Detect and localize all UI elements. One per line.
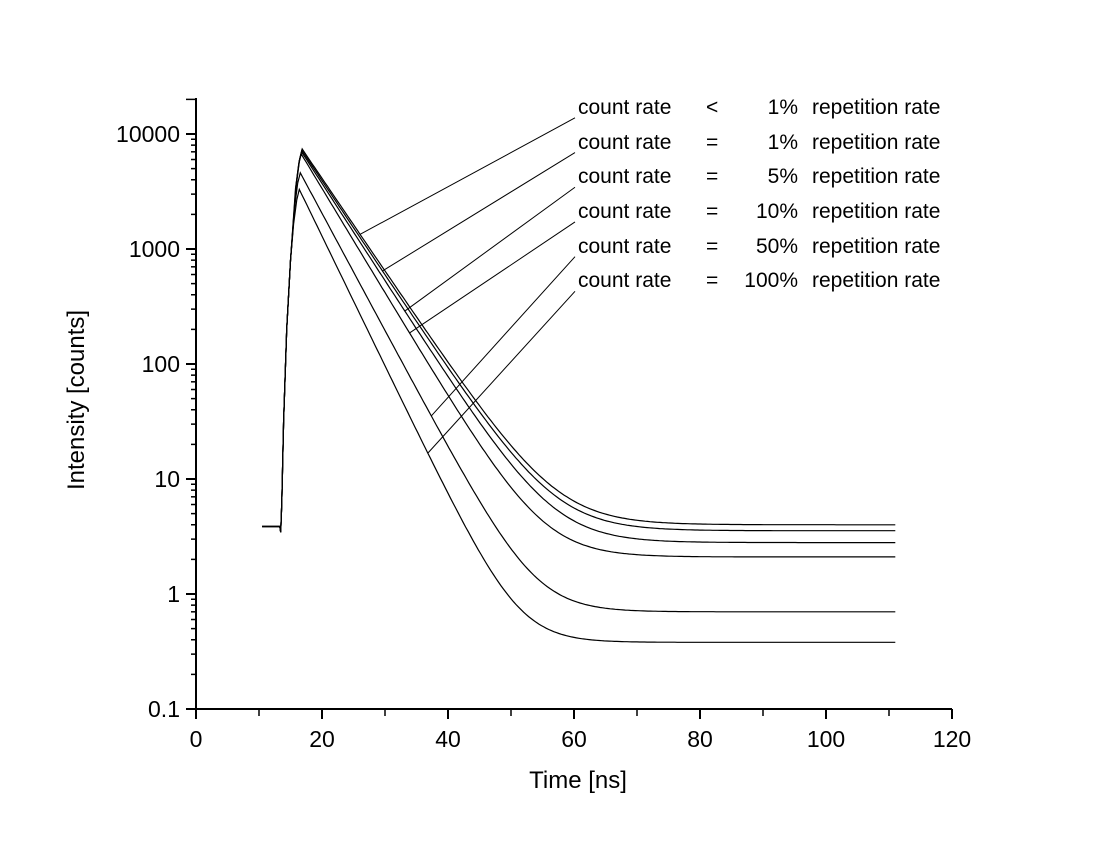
- leader-line-5: [430, 256, 576, 417]
- x-tick-label: 100: [807, 726, 845, 752]
- series-curve-6: [262, 187, 896, 643]
- y-tick-label: 10000: [116, 121, 180, 147]
- leader-line-1: [359, 117, 576, 235]
- legend-operator: =: [706, 130, 719, 154]
- legend-percent: 10%: [755, 200, 798, 224]
- legend-operator: <: [706, 96, 719, 119]
- legend-percent: 50%: [755, 234, 798, 258]
- legend-prefix: count rate: [578, 269, 672, 293]
- x-axis-title: Time [ns]: [529, 767, 627, 794]
- legend-percent: 1%: [767, 130, 798, 154]
- legend-percent: 100%: [744, 269, 798, 293]
- x-tick-label: 20: [309, 726, 335, 752]
- series-curve-3: [262, 150, 896, 544]
- y-tick-label: 100: [142, 351, 180, 377]
- leader-line-3: [404, 186, 576, 312]
- legend-percent: 1%: [767, 96, 798, 119]
- legend-operator: =: [706, 165, 719, 189]
- x-tick-label: 0: [190, 726, 203, 752]
- legend-percent: 5%: [767, 165, 798, 189]
- y-axis-title: Intensity [counts]: [63, 309, 90, 491]
- leader-line-6: [427, 291, 576, 454]
- series-curve-2: [262, 148, 896, 533]
- y-tick-label: 10: [154, 466, 180, 492]
- x-tick-label: 60: [561, 726, 587, 752]
- legend-suffix: repetition rate: [812, 234, 941, 258]
- legend: count rate <1% repetition rate count rate = 1…: [578, 91, 940, 299]
- legend-prefix: count rate: [578, 165, 672, 189]
- y-tick-label: 1000: [129, 236, 180, 262]
- legend-suffix: repetition rate: [812, 96, 941, 119]
- x-tick-label: 80: [687, 726, 713, 752]
- series-curve-1: [262, 147, 896, 533]
- legend-item-5pct: count rate = 5% repetition rate: [578, 160, 940, 195]
- y-tick-label: 1: [167, 581, 180, 607]
- legend-prefix: count rate: [578, 234, 672, 258]
- x-tick-label: 40: [435, 726, 461, 752]
- legend-item-50pct: count rate = 50% repetition rate: [578, 230, 940, 265]
- legend-item-10pct: count rate = 10% repetition rate: [578, 195, 940, 230]
- legend-prefix: count rate: [578, 96, 672, 119]
- legend-suffix: repetition rate: [812, 200, 941, 224]
- y-tick-label: 0.1: [148, 696, 180, 722]
- series-curve-4: [262, 152, 896, 558]
- legend-item-100pct: count rate = 100% repetition rate: [578, 264, 940, 299]
- legend-suffix: repetition rate: [812, 269, 941, 293]
- legend-suffix: repetition rate: [812, 130, 941, 154]
- legend-prefix: count rate: [578, 130, 672, 154]
- legend-operator: =: [706, 269, 719, 293]
- leader-line-2: [382, 152, 576, 272]
- legend-prefix: count rate: [578, 200, 672, 224]
- legend-item-1pct: count rate = 1% repetition rate: [578, 126, 940, 161]
- series-curve-5: [262, 171, 896, 613]
- leader-line-4: [409, 221, 576, 334]
- legend-operator: =: [706, 234, 719, 258]
- legend-suffix: repetition rate: [812, 165, 941, 189]
- x-tick-label: 120: [933, 726, 971, 752]
- legend-item-1pct: count rate <1% repetition rate: [578, 91, 940, 126]
- legend-operator: =: [706, 200, 719, 224]
